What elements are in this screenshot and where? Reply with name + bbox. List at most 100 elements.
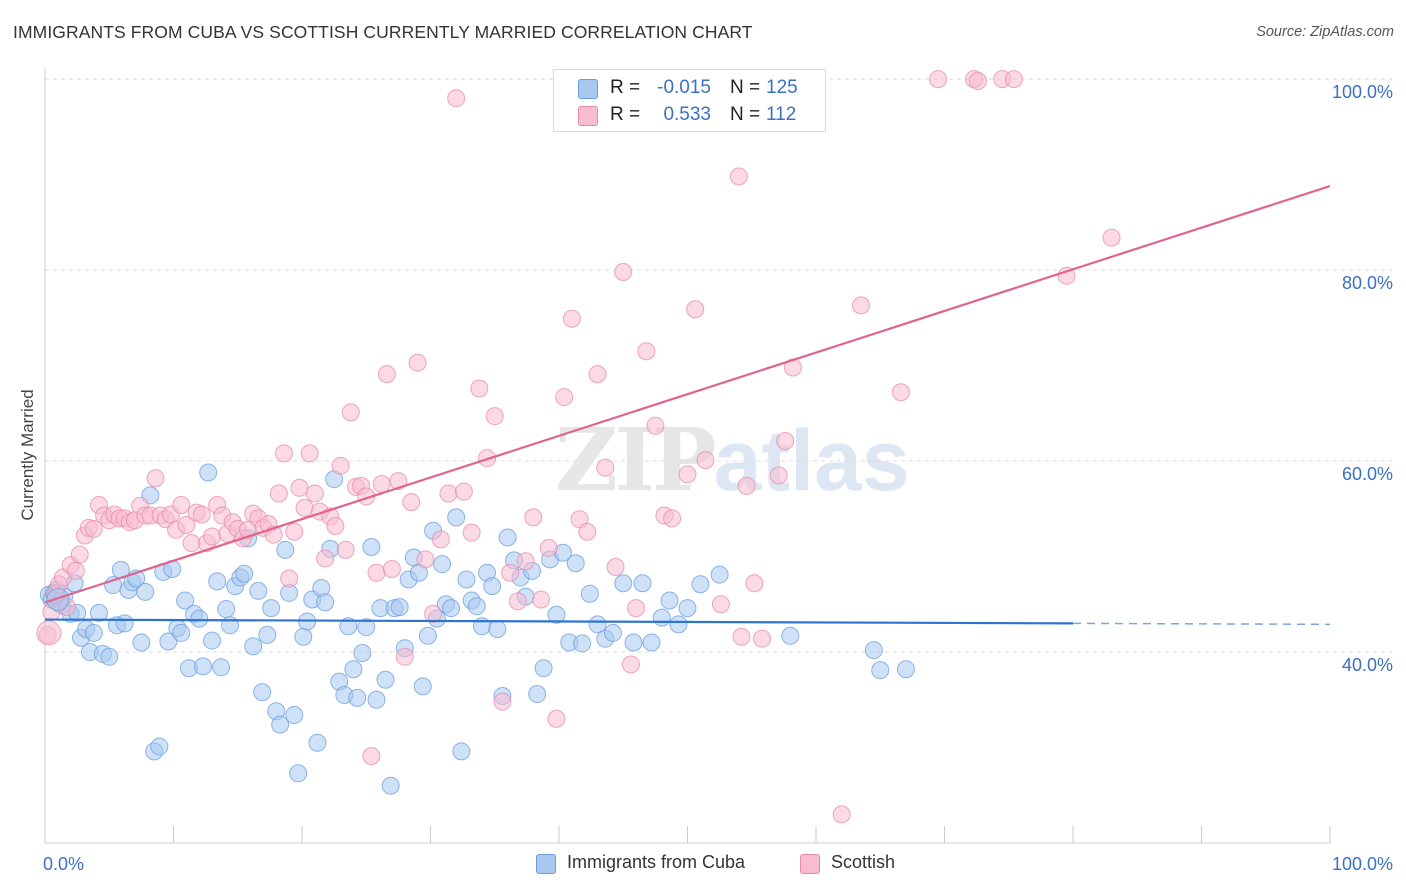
data-point [646,416,665,435]
data-point [339,617,358,636]
trendline-cuba [44,618,1074,625]
data-point [678,465,697,484]
data-point [711,595,730,614]
legend-label: Immigrants from Cuba [567,852,746,872]
data-point [588,615,607,634]
n-value: 112 [766,104,797,125]
data-point [447,508,466,527]
data-point [776,431,795,450]
data-point [253,683,272,702]
data-point [376,670,395,689]
data-point [732,627,751,646]
data-point [660,591,679,610]
r-label: R = [610,104,641,125]
data-point [566,554,585,573]
data-point [1102,228,1121,247]
data-point [614,574,633,593]
data-point [488,620,507,639]
tick-labels: 40.0% 60.0% 80.0% 100.0% 0.0% 100.0% [43,82,1393,874]
stats-row-scottish: R = 0.533 N = 112 [554,102,825,128]
trend-lines [44,184,1331,626]
data-point [212,658,231,677]
data-point [377,365,396,384]
data-point [691,575,710,594]
data-point [136,582,155,601]
data-point [555,388,574,407]
data-point [362,537,381,556]
data-point [217,600,236,619]
scottish-legend-swatch [800,854,820,874]
data-point [249,581,268,600]
data-point [367,690,386,709]
data-point [603,623,622,642]
y-tick-label: 60.0% [1342,464,1393,484]
data-point [289,764,308,783]
scottish-swatch [578,106,598,126]
r-value: 0.533 [663,104,711,125]
data-point [290,478,309,497]
data-point [172,495,191,514]
data-point [781,626,800,645]
data-point [588,365,607,384]
data-point [729,167,748,186]
data-point [172,623,191,642]
data-point [753,629,772,648]
data-point [176,591,195,610]
data-point [532,590,551,609]
data-point [851,296,870,315]
data-point [305,484,324,503]
data-point [159,632,178,651]
data-point [66,561,85,580]
data-point [769,466,788,485]
data-point [372,474,391,493]
data-point [442,599,461,618]
data-point [606,558,625,577]
data-point [891,383,910,402]
data-point [316,593,335,612]
data-point [316,549,335,568]
data-point [402,493,421,512]
data-point [203,631,222,650]
data-point [89,603,108,622]
data-point [84,623,103,642]
data-point [454,482,473,501]
data-point [663,509,682,528]
data-point [457,570,476,589]
data-point [467,597,486,616]
data-point [208,572,227,591]
r-value: -0.015 [657,77,711,98]
data-point [413,677,432,696]
data-point [1057,266,1076,285]
data-point [614,262,633,281]
data-point [447,89,466,108]
data-point [431,530,450,549]
data-point [341,403,360,422]
data-point [534,659,553,678]
data-point [696,451,715,470]
data-point [294,627,313,646]
stats-row-cuba: R = -0.015 N = 125 [554,75,825,101]
data-point [547,709,566,728]
data-point [276,540,295,559]
data-point [483,577,502,596]
data-point [300,444,319,463]
data-point [344,660,363,679]
data-point [285,522,304,541]
trendline-cuba-extension [1072,622,1331,626]
data-point [439,484,458,503]
data-point [710,565,729,584]
data-point [642,633,661,652]
data-point [348,688,367,707]
data-point [624,633,643,652]
data-point [381,776,400,795]
data-point [262,599,281,618]
data-point [547,605,566,624]
data-point [433,555,452,574]
data-point [633,574,652,593]
data-point [275,444,294,463]
stats-box: R = -0.015 N = 125 R = 0.533 N = 112 [553,69,826,132]
data-point [285,706,304,725]
cuba-swatch [578,79,598,99]
data-point [678,599,697,618]
